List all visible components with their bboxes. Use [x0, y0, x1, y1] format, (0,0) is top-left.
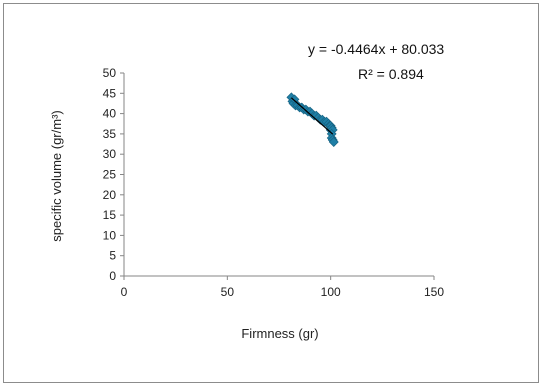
- chart-area: 0 5 10 15 20 25 30 35 40 45 50 0 50 100 150 y = -0.44…: [3, 3, 539, 383]
- x-tick-label: 0: [121, 285, 128, 299]
- y-tick-label: 10: [103, 228, 117, 242]
- y-axis-title: specific volume (gr/m³): [49, 110, 64, 241]
- x-tick-label: 100: [321, 285, 341, 299]
- x-axis-title: Firmness (gr): [241, 326, 318, 341]
- y-axis: 0 5 10 15 20 25 30 35 40 45 50: [103, 66, 125, 283]
- y-tick-label: 20: [103, 188, 117, 202]
- trendline-equation: y = -0.4464x + 80.033: [308, 41, 444, 57]
- y-tick-label: 45: [103, 86, 117, 100]
- y-tick-label: 5: [109, 249, 116, 263]
- data-point: [328, 137, 339, 147]
- x-tick-label: 50: [221, 285, 235, 299]
- trendline-r-squared: R² = 0.894: [358, 66, 424, 82]
- x-tick-label: 150: [424, 285, 444, 299]
- y-tick-label: 15: [103, 208, 117, 222]
- y-tick-label: 40: [103, 107, 117, 121]
- y-tick-label: 0: [109, 269, 116, 283]
- scatter-chart: 0 5 10 15 20 25 30 35 40 45 50 0 50 100 150 y = -0.44…: [49, 41, 444, 341]
- trendline: [291, 97, 334, 135]
- x-axis: 0 50 100 150: [121, 275, 444, 299]
- y-tick-label: 25: [103, 168, 117, 182]
- y-tick-label: 50: [103, 66, 117, 80]
- y-tick-label: 30: [103, 147, 117, 161]
- trendline-line: [291, 97, 334, 135]
- y-tick-label: 35: [103, 127, 117, 141]
